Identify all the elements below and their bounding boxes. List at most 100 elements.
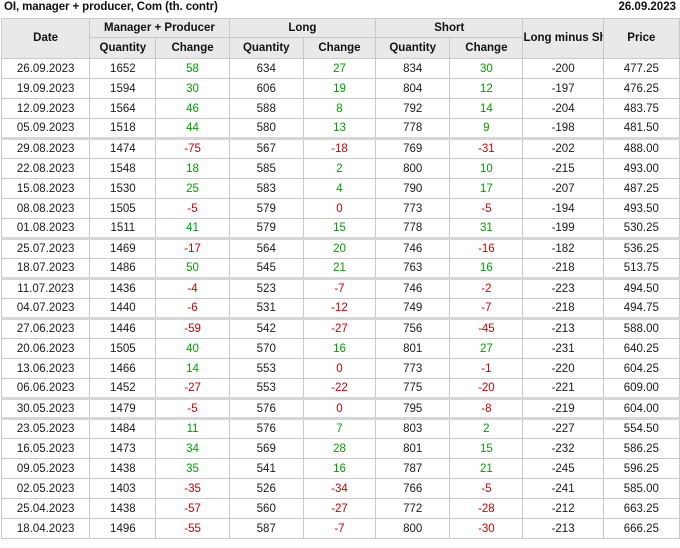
column-header-long-change[interactable]: Change <box>302 37 377 59</box>
table-row[interactable]: 06.06.2023 1452 -27 553 -22 775 -20 -221 609.00 <box>0 378 680 399</box>
cell-short-change: 15 <box>449 438 524 459</box>
cell-long-change: 20 <box>302 237 377 259</box>
table-row[interactable]: 29.08.2023 1474 -75 567 -18 769 -31 -202 488.00 <box>0 137 680 159</box>
cell-long-change: 21 <box>302 258 377 279</box>
cell-mp-quantity: 1473 <box>89 438 157 459</box>
cell-long-minus-short: -204 <box>522 98 604 119</box>
table-row[interactable]: 26.09.2023 1652 58 634 27 834 30 -200 477.25 <box>0 58 680 79</box>
column-header-mp-quantity[interactable]: Quantity <box>89 37 157 59</box>
cell-mp-change: -4 <box>155 277 230 299</box>
column-header-long-minus-short[interactable]: Long minus Short <box>522 18 604 59</box>
cell-date: 02.05.2023 <box>0 478 91 499</box>
cell-mp-quantity: 1446 <box>89 317 157 339</box>
cell-short-change: -2 <box>449 277 524 299</box>
table-row[interactable]: 04.07.2023 1440 -6 531 -12 749 -7 -218 494.75 <box>0 298 680 319</box>
table-row[interactable]: 11.07.2023 1436 -4 523 -7 746 -2 -223 494.50 <box>0 277 680 299</box>
cell-long-change: 0 <box>302 198 377 219</box>
cell-price: 588.00 <box>602 317 680 339</box>
column-header-short-quantity[interactable]: Quantity <box>375 37 451 59</box>
cell-price: 483.75 <box>602 98 680 119</box>
cell-short-change: -31 <box>449 137 524 159</box>
cell-mp-quantity: 1403 <box>89 478 157 499</box>
cell-price: 513.75 <box>602 258 680 279</box>
table-row[interactable]: 23.05.2023 1484 11 576 7 803 2 -227 554.50 <box>0 417 680 439</box>
cell-long-change: 27 <box>302 58 377 79</box>
cell-long-minus-short: -202 <box>522 137 604 159</box>
cell-mp-quantity: 1530 <box>89 178 157 199</box>
table-row[interactable]: 22.08.2023 1548 18 585 2 800 10 -215 493.00 <box>0 158 680 179</box>
column-header-price[interactable]: Price <box>602 18 680 59</box>
cell-price: 481.50 <box>602 118 680 139</box>
table-row[interactable]: 08.08.2023 1505 -5 579 0 773 -5 -194 493.50 <box>0 198 680 219</box>
cell-price: 493.50 <box>602 198 680 219</box>
cell-short-quantity: 787 <box>375 458 451 479</box>
cell-mp-quantity: 1469 <box>89 237 157 259</box>
cell-mp-quantity: 1436 <box>89 277 157 299</box>
table-row[interactable]: 20.06.2023 1505 40 570 16 801 27 -231 640.25 <box>0 338 680 359</box>
cell-price: 488.00 <box>602 137 680 159</box>
cell-long-change: 28 <box>302 438 377 459</box>
table-row[interactable]: 09.05.2023 1438 35 541 16 787 21 -245 596.25 <box>0 458 680 479</box>
cell-date: 04.07.2023 <box>0 298 91 319</box>
cell-long-minus-short: -215 <box>522 158 604 179</box>
cell-long-minus-short: -227 <box>522 417 604 439</box>
cell-short-quantity: 795 <box>375 397 451 419</box>
table-row[interactable]: 25.07.2023 1469 -17 564 20 746 -16 -182 536.25 <box>0 237 680 259</box>
cell-short-change: 27 <box>449 338 524 359</box>
cell-mp-change: 58 <box>155 58 230 79</box>
cell-short-change: 2 <box>449 417 524 439</box>
cell-short-change: -1 <box>449 358 524 379</box>
cell-long-change: 2 <box>302 158 377 179</box>
cell-long-change: 16 <box>302 338 377 359</box>
cell-short-quantity: 746 <box>375 237 451 259</box>
table-row[interactable]: 02.05.2023 1403 -35 526 -34 766 -5 -241 585.00 <box>0 478 680 499</box>
cell-short-change: 21 <box>449 458 524 479</box>
cell-mp-change: 14 <box>155 358 230 379</box>
cell-long-minus-short: -212 <box>522 498 604 519</box>
cell-date: 15.08.2023 <box>0 178 91 199</box>
table-row[interactable]: 12.09.2023 1564 46 588 8 792 14 -204 483.75 <box>0 98 680 119</box>
cell-short-quantity: 763 <box>375 258 451 279</box>
cell-short-quantity: 778 <box>375 218 451 239</box>
cell-date: 25.04.2023 <box>0 498 91 519</box>
table-row[interactable]: 25.04.2023 1438 -57 560 -27 772 -28 -212 663.25 <box>0 498 680 519</box>
cell-price: 536.25 <box>602 237 680 259</box>
cell-date: 06.06.2023 <box>0 378 91 399</box>
table-row[interactable]: 18.07.2023 1486 50 545 21 763 16 -218 513.75 <box>0 258 680 279</box>
cell-mp-change: 35 <box>155 458 230 479</box>
table-row[interactable]: 30.05.2023 1479 -5 576 0 795 -8 -219 604.00 <box>0 397 680 419</box>
table-row[interactable]: 15.08.2023 1530 25 583 4 790 17 -207 487.25 <box>0 178 680 199</box>
cell-short-quantity: 756 <box>375 317 451 339</box>
cell-date: 22.08.2023 <box>0 158 91 179</box>
cell-long-change: -22 <box>302 378 377 399</box>
cell-price: 586.25 <box>602 438 680 459</box>
column-header-date[interactable]: Date <box>0 18 91 59</box>
table-row[interactable]: 05.09.2023 1518 44 580 13 778 9 -198 481.50 <box>0 118 680 139</box>
cell-price: 609.00 <box>602 378 680 399</box>
table-header-row-sub: Quantity Change Quantity Change Quantity… <box>2 37 680 59</box>
cell-long-minus-short: -199 <box>522 218 604 239</box>
table-row[interactable]: 16.05.2023 1473 34 569 28 801 15 -232 586.25 <box>0 438 680 459</box>
table-row[interactable]: 19.09.2023 1594 30 606 19 804 12 -197 476.25 <box>0 78 680 99</box>
column-header-long-quantity[interactable]: Quantity <box>228 37 304 59</box>
table-row[interactable]: 18.04.2023 1496 -55 587 -7 800 -30 -213 666.25 <box>0 518 680 539</box>
report-date: 26.09.2023 <box>618 1 676 13</box>
cell-short-quantity: 766 <box>375 478 451 499</box>
cell-mp-quantity: 1440 <box>89 298 157 319</box>
column-header-short-change[interactable]: Change <box>449 37 524 59</box>
cell-date: 18.07.2023 <box>0 258 91 279</box>
column-header-mp-change[interactable]: Change <box>155 37 230 59</box>
cell-mp-change: 11 <box>155 417 230 439</box>
cell-long-minus-short: -213 <box>522 518 604 539</box>
table-row[interactable]: 13.06.2023 1466 14 553 0 773 -1 -220 604.25 <box>0 358 680 379</box>
cell-short-change: -30 <box>449 518 524 539</box>
cell-price: 477.25 <box>602 58 680 79</box>
cell-mp-change: 40 <box>155 338 230 359</box>
cell-long-quantity: 585 <box>228 158 304 179</box>
cell-mp-change: -35 <box>155 478 230 499</box>
cell-long-quantity: 587 <box>228 518 304 539</box>
cell-mp-quantity: 1518 <box>89 118 157 139</box>
table-row[interactable]: 01.08.2023 1511 41 579 15 778 31 -199 530.25 <box>0 218 680 239</box>
table-row[interactable]: 27.06.2023 1446 -59 542 -27 756 -45 -213 588.00 <box>0 317 680 339</box>
cell-long-quantity: 541 <box>228 458 304 479</box>
